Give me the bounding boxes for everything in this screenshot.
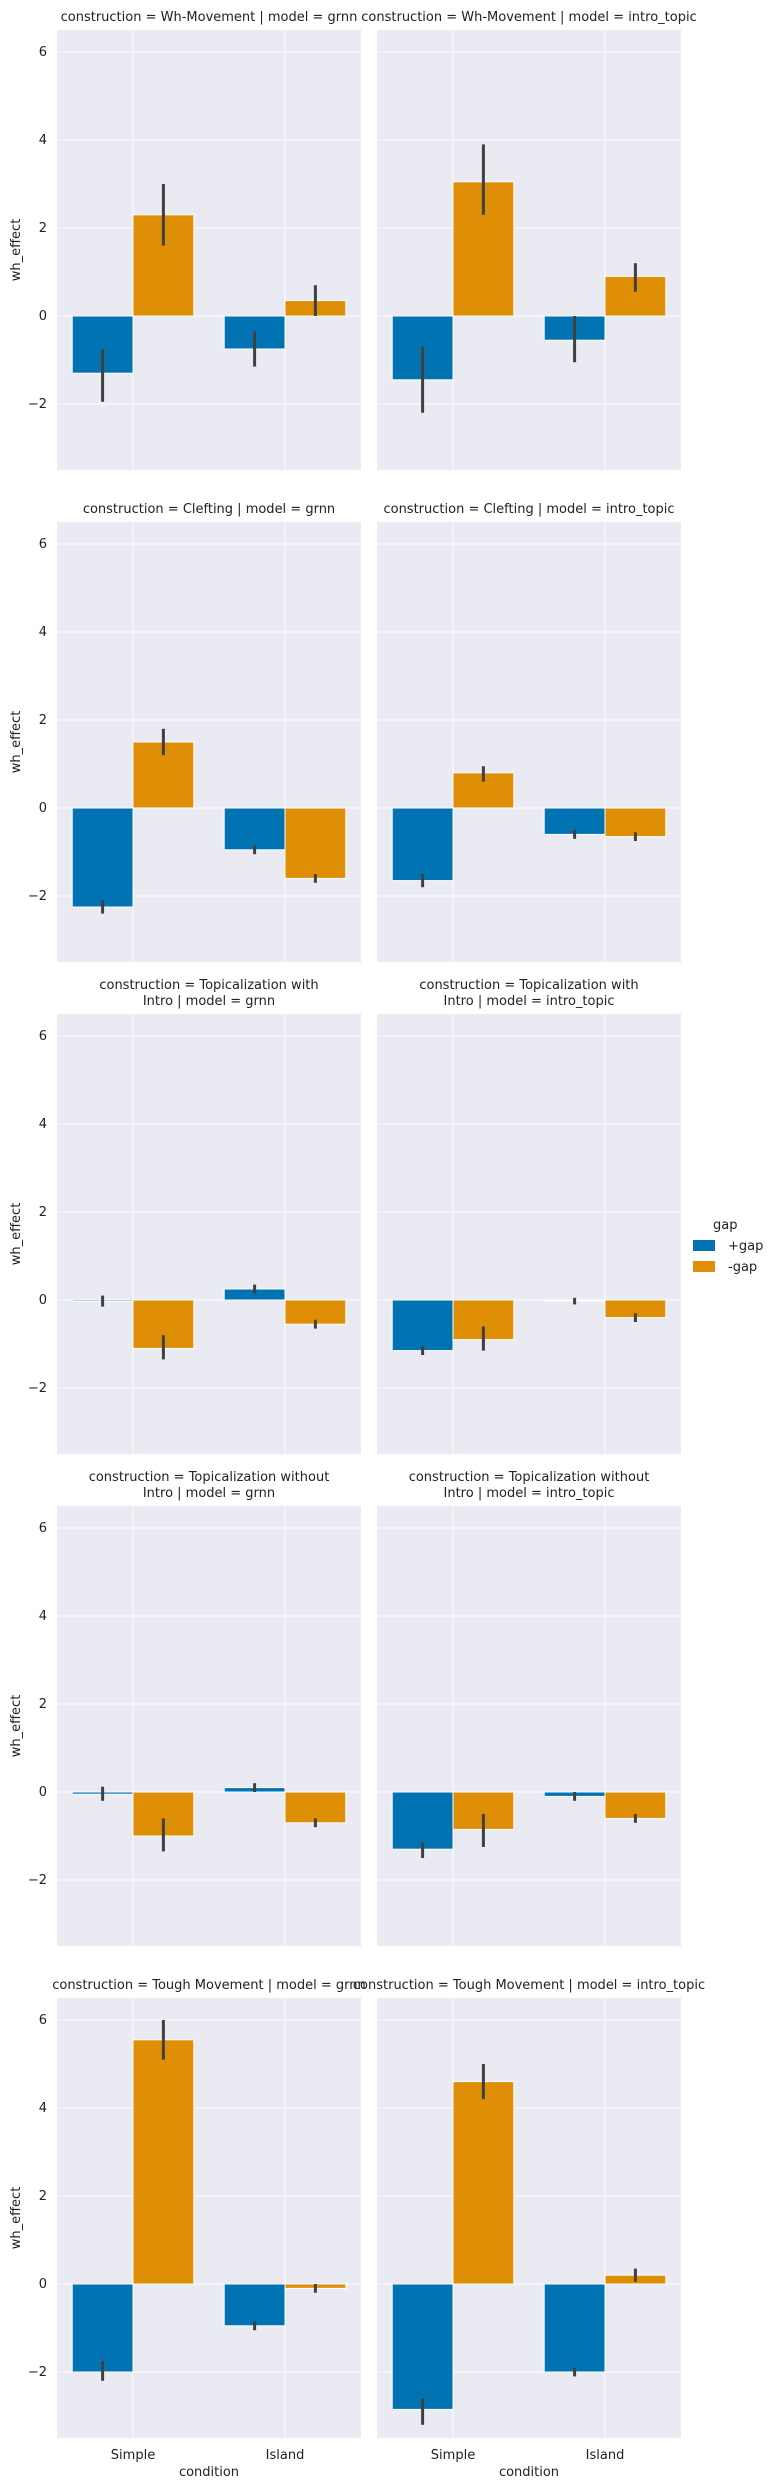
y-tick-label: 0 (39, 801, 47, 816)
y-tick-label: 4 (39, 2101, 47, 2116)
legend: gap +gap -gap (693, 1218, 763, 1275)
x-tick-label: Island (266, 2448, 305, 2463)
facet-panel-tough-movement-grnn: construction = Tough Movement | model = … (9, 1978, 366, 2480)
y-tick-label: 2 (39, 2189, 47, 2204)
y-tick-label: −2 (28, 2365, 47, 2380)
facet-panel-topicalization-without-intro-grnn: construction = Topicalization withoutInt… (9, 1470, 361, 1946)
bar-plus-gap-island (543, 2283, 606, 2373)
y-tick-label: −2 (28, 1381, 47, 1396)
bar-plus-gap-island (223, 2283, 286, 2327)
y-tick-label: 2 (39, 221, 47, 236)
facet-panel-wh-movement-grnn: construction = Wh-Movement | model = grn… (9, 10, 361, 470)
bar-minus-gap-simple (132, 2039, 195, 2285)
panel-title: construction = Clefting | model = intro_… (383, 502, 674, 517)
bar-plus-gap-simple (71, 807, 134, 908)
legend-swatch-plus-gap (693, 1240, 715, 1251)
panel-title: Intro | model = grnn (143, 1486, 275, 1501)
facet-panel-clefting-intro-topic: construction = Clefting | model = intro_… (377, 502, 681, 962)
y-tick-label: 6 (39, 537, 47, 552)
panel-background (377, 1506, 681, 1946)
facet-panel-wh-movement-intro-topic: construction = Wh-Movement | model = int… (361, 10, 697, 470)
y-axis-label: wh_effect (9, 1203, 24, 1266)
y-tick-label: 0 (39, 1785, 47, 1800)
facet-panel-topicalization-with-intro-intro-topic: construction = Topicalization withIntro … (377, 978, 681, 1454)
y-axis-label: wh_effect (9, 219, 24, 282)
panel-background (377, 30, 681, 470)
bar-plus-gap-simple (391, 807, 454, 882)
y-tick-label: 4 (39, 133, 47, 148)
y-tick-label: 2 (39, 713, 47, 728)
panel-title: construction = Topicalization with (99, 978, 318, 993)
panel-title: Intro | model = intro_topic (444, 1486, 615, 1501)
panel-background (377, 1014, 681, 1454)
y-tick-label: 4 (39, 1117, 47, 1132)
y-tick-label: 0 (39, 2277, 47, 2292)
panel-background (57, 1506, 361, 1946)
legend-title: gap (713, 1218, 737, 1233)
panel-title: construction = Topicalization without (89, 1470, 330, 1485)
panel-title: construction = Wh-Movement | model = grn… (61, 10, 358, 25)
facet-panel-clefting-grnn: construction = Clefting | model = grnn −2… (9, 502, 361, 962)
bar-plus-gap-simple (391, 1299, 454, 1352)
bar-minus-gap-island (284, 807, 347, 879)
y-tick-label: 6 (39, 2013, 47, 2028)
x-tick-label: Simple (111, 2448, 155, 2463)
y-tick-label: 6 (39, 1521, 47, 1536)
legend-label-plus-gap: +gap (728, 1239, 763, 1254)
panel-background (57, 30, 361, 470)
panel-title: Intro | model = grnn (143, 994, 275, 1009)
x-axis-label: condition (499, 2465, 559, 2480)
y-tick-label: −2 (28, 1873, 47, 1888)
y-axis-label: wh_effect (9, 1695, 24, 1758)
legend-label-minus-gap: -gap (728, 1260, 757, 1275)
y-tick-label: 4 (39, 1609, 47, 1624)
y-tick-label: −2 (28, 397, 47, 412)
legend-swatch-minus-gap (693, 1261, 715, 1272)
y-tick-label: 0 (39, 309, 47, 324)
panel-title: construction = Topicalization with (419, 978, 638, 993)
bar-plus-gap-simple (391, 1791, 454, 1850)
y-tick-label: 6 (39, 45, 47, 60)
panel-title: construction = Topicalization without (409, 1470, 650, 1485)
facet-panel-topicalization-without-intro-intro-topic: construction = Topicalization withoutInt… (377, 1470, 681, 1946)
panel-title: construction = Tough Movement | model = … (52, 1978, 366, 1993)
y-axis-label: wh_effect (9, 2187, 24, 2250)
bar-plus-gap-simple (391, 2283, 454, 2410)
y-axis-label: wh_effect (9, 711, 24, 774)
panels-layer: construction = Wh-Movement | model = grn… (9, 10, 705, 2480)
panel-title: construction = Clefting | model = grnn (83, 502, 335, 517)
bar-minus-gap-simple (452, 2081, 515, 2285)
y-tick-label: 2 (39, 1697, 47, 1712)
panel-background (57, 1014, 361, 1454)
bar-minus-gap-island (284, 1791, 347, 1824)
x-tick-label: Simple (431, 2448, 475, 2463)
facet-panel-tough-movement-intro-topic: construction = Tough Movement | model = … (353, 1978, 705, 2480)
y-tick-label: 0 (39, 1293, 47, 1308)
panel-title: construction = Tough Movement | model = … (353, 1978, 705, 1993)
x-axis-label: condition (179, 2465, 239, 2480)
panel-background (377, 522, 681, 962)
panel-title: Intro | model = intro_topic (444, 994, 615, 1009)
x-tick-label: Island (586, 2448, 625, 2463)
bar-plus-gap-island (223, 807, 286, 851)
y-tick-label: 2 (39, 1205, 47, 1220)
y-tick-label: −2 (28, 889, 47, 904)
y-tick-label: 4 (39, 625, 47, 640)
panel-title: construction = Wh-Movement | model = int… (361, 10, 696, 25)
bar-minus-gap-island (604, 807, 667, 838)
bar-plus-gap-simple (71, 2283, 134, 2373)
facet-panel-topicalization-with-intro-grnn: construction = Topicalization withIntro … (9, 978, 361, 1454)
y-tick-label: 6 (39, 1029, 47, 1044)
